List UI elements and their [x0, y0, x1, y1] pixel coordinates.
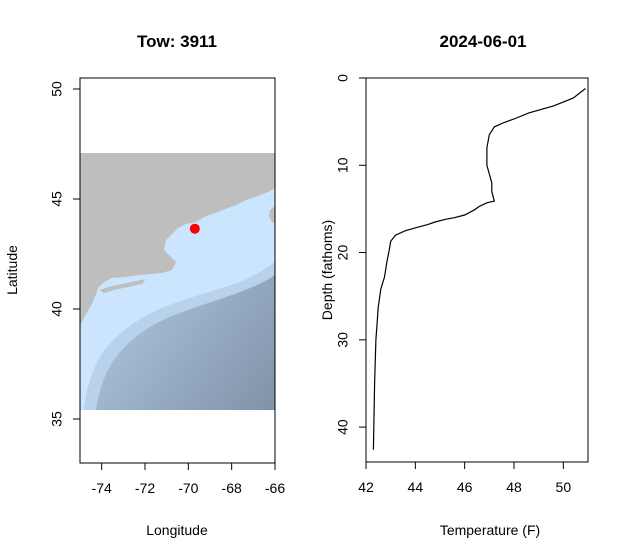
map-y-tick-label: 35	[49, 411, 65, 427]
long-island	[100, 279, 146, 293]
map-x-axis: -74 -72 -70 -68 -66	[92, 462, 285, 496]
profile-title: 2024-06-01	[440, 32, 527, 51]
map-x-tick-label: -72	[135, 480, 155, 496]
map-y-axis: 35 40 45 50	[49, 81, 81, 427]
profile-y-axis: 0 10 20 30 40	[335, 74, 367, 435]
map-y-tick-label: 45	[49, 191, 65, 207]
tow-point-marker	[189, 223, 200, 234]
map-y-tick-label: 50	[49, 81, 65, 97]
profile-x-axis: 42 44 46 48 50	[358, 461, 572, 495]
shelf-slope	[84, 262, 275, 410]
map-x-tick-label: -70	[178, 480, 198, 496]
profile-y-tick-label: 0	[335, 74, 351, 82]
profile-panel: 2024-06-01 42 44 46 48 50 0 10 20 30 40 Temperat…	[319, 32, 589, 538]
map-panel: Tow: 3911 -74 -72 -70 -68 -66 35 40 45 50 Longi…	[4, 32, 285, 538]
profile-plot-box	[365, 77, 589, 463]
map-x-tick-label: -68	[222, 480, 242, 496]
profile-y-tick-label: 20	[335, 245, 351, 261]
map-raster	[80, 153, 275, 410]
map-x-label: Longitude	[146, 522, 208, 538]
map-y-label: Latitude	[4, 245, 20, 295]
profile-x-tick-label: 48	[506, 479, 522, 495]
profile-x-tick-label: 46	[457, 479, 473, 495]
temperature-profile-line	[372, 88, 586, 450]
land	[80, 153, 275, 326]
profile-x-label: Temperature (F)	[440, 522, 540, 538]
map-x-tick-label: -74	[92, 480, 112, 496]
map-x-tick-label: -66	[265, 480, 285, 496]
profile-x-tick-label: 42	[358, 479, 374, 495]
profile-y-tick-label: 40	[335, 419, 351, 435]
profile-y-tick-label: 30	[335, 332, 351, 348]
profile-y-label: Depth (fathoms)	[319, 220, 335, 320]
profile-x-tick-label: 50	[556, 479, 572, 495]
map-title: Tow: 3911	[137, 32, 217, 51]
map-y-tick-label: 40	[49, 301, 65, 317]
profile-y-tick-label: 10	[335, 157, 351, 173]
nova-scotia	[269, 206, 275, 223]
profile-x-tick-label: 44	[408, 479, 424, 495]
